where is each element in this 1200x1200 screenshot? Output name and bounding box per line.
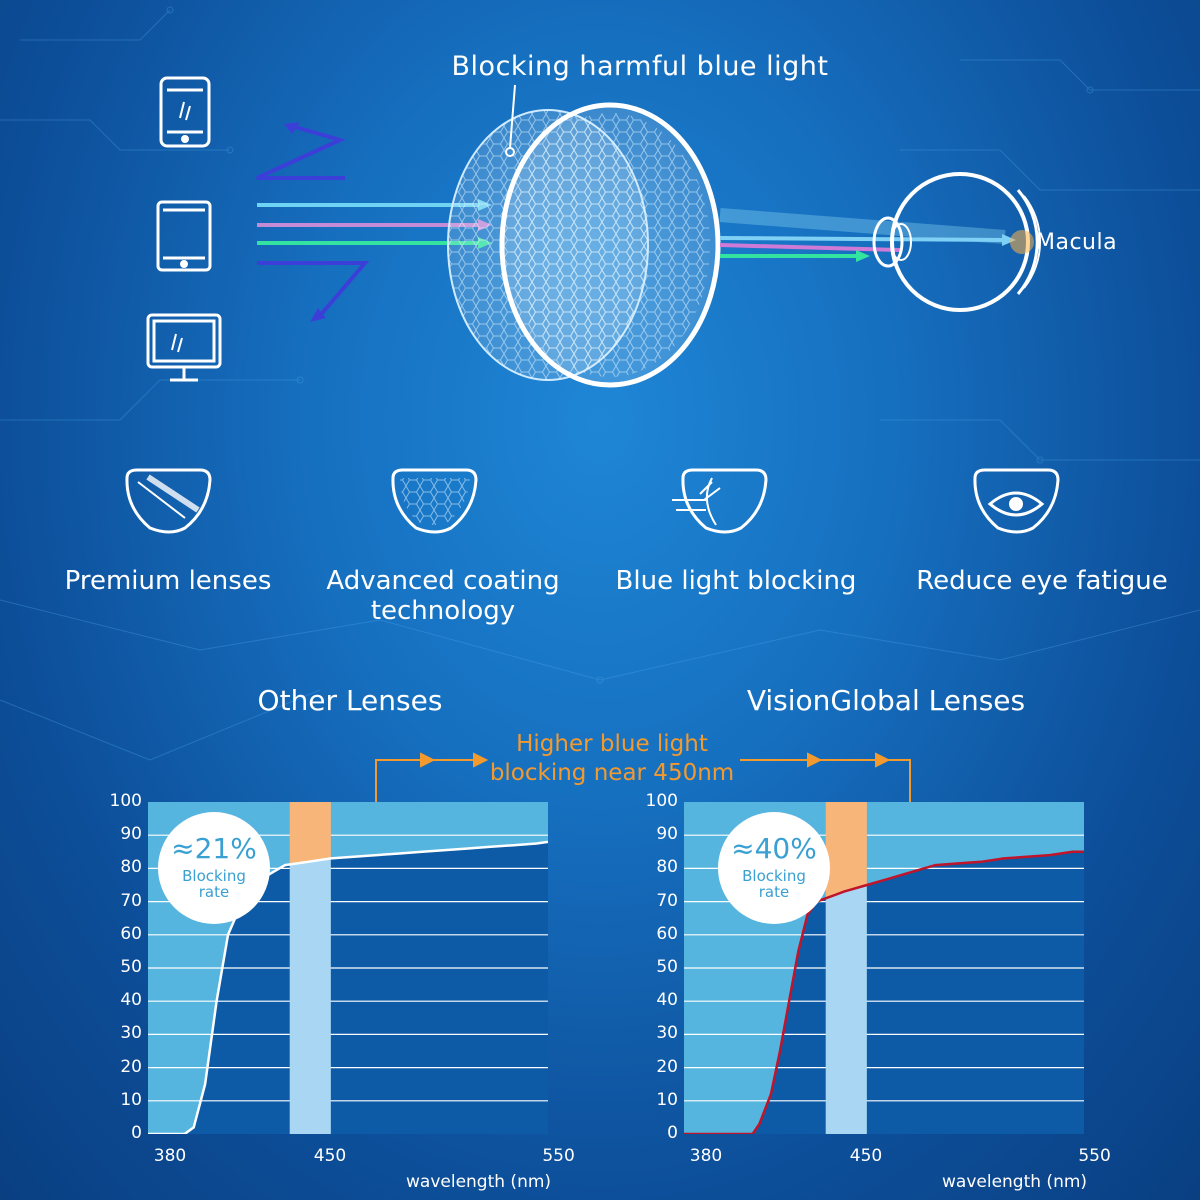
y-tick-label: 100 [645, 791, 678, 811]
x-axis-label: wavelength (nm) [942, 1172, 1088, 1192]
macula-label: Macula [1036, 230, 1118, 255]
x-axis-label: wavelength (nm) [406, 1172, 552, 1192]
highlight-band-transmitted [825, 885, 867, 1134]
x-tick-label: 380 [153, 1146, 187, 1166]
transmission-curve [684, 850, 1084, 1134]
chart-other-lenses [148, 802, 548, 1134]
y-tick-label: 90 [120, 824, 142, 845]
y-tick-label: 0 [131, 1123, 142, 1143]
blocking-rate-badge-other: ≈21% Blocking rate [158, 812, 270, 924]
feature-label-premium: Premium lenses [64, 566, 272, 596]
y-tick-label: 70 [656, 890, 678, 911]
diagram-title: Blocking harmful blue light [451, 51, 829, 82]
phone-icon [159, 76, 211, 148]
y-tick-label: 80 [656, 857, 678, 878]
transmitted-area [684, 851, 1084, 1134]
chart-title-visionglobal: VisionGlobal Lenses [746, 684, 1026, 717]
transmission-curve [148, 840, 548, 1134]
transmitted-area [148, 841, 548, 1134]
eye-icon [872, 172, 1042, 312]
y-tick-label: 50 [120, 957, 142, 977]
y-tick-label: 70 [120, 890, 142, 911]
monitor-icon [146, 313, 222, 382]
y-tick-label: 60 [120, 923, 142, 944]
feature-icons [125, 468, 1060, 534]
y-tick-label: 40 [656, 990, 678, 1011]
blocking-rate-value: ≈40% [731, 832, 817, 865]
eye-lens-icon [973, 468, 1060, 534]
blue-light-diagram [146, 76, 1042, 388]
chart-title-other: Other Lenses [257, 684, 443, 717]
x-tick-label: 450 [849, 1146, 883, 1166]
title-pointer [509, 84, 516, 149]
tablet-icon [156, 200, 212, 272]
blocking-rate-badge-visionglobal: ≈40% Blocking rate [718, 812, 830, 924]
y-tick-label: 50 [656, 957, 678, 977]
blocking-rate-caption: Blocking rate [742, 867, 806, 901]
y-tick-label: 90 [656, 824, 678, 845]
coating-lens-icon [391, 468, 478, 534]
x-tick-label: 550 [1078, 1146, 1111, 1166]
y-tick-label: 10 [120, 1089, 142, 1110]
highlight-band-blocked [289, 802, 331, 865]
y-tick-label: 100 [109, 791, 142, 811]
x-tick-label: 380 [689, 1146, 723, 1166]
blocking-rate-caption: Blocking rate [182, 867, 246, 901]
feature-label-coating: Advanced coating technology [326, 566, 560, 626]
callout-text: Higher blue light blocking near 450nm [489, 731, 735, 786]
y-tick-label: 40 [120, 990, 142, 1011]
y-tick-label: 30 [120, 1023, 142, 1044]
y-tick-label: 80 [120, 857, 142, 878]
lens-icon [447, 102, 721, 388]
y-tick-label: 0 [667, 1123, 678, 1143]
premium-lens-icon [125, 468, 212, 534]
y-tick-label: 20 [656, 1056, 678, 1077]
y-tick-label: 30 [656, 1023, 678, 1044]
y-tick-label: 10 [656, 1089, 678, 1110]
x-tick-label: 550 [542, 1146, 575, 1166]
highlight-band-transmitted [289, 858, 331, 1134]
blue-light-lens-icon [672, 468, 768, 534]
feature-label-eye-fatigue: Reduce eye fatigue [916, 566, 1168, 596]
blocking-rate-value: ≈21% [171, 832, 257, 865]
y-tick-label: 20 [120, 1056, 142, 1077]
highlight-band-blocked [825, 802, 867, 899]
x-tick-label: 450 [313, 1146, 347, 1166]
feature-label-blue-light: Blue light blocking [615, 566, 857, 596]
y-tick-label: 60 [656, 923, 678, 944]
